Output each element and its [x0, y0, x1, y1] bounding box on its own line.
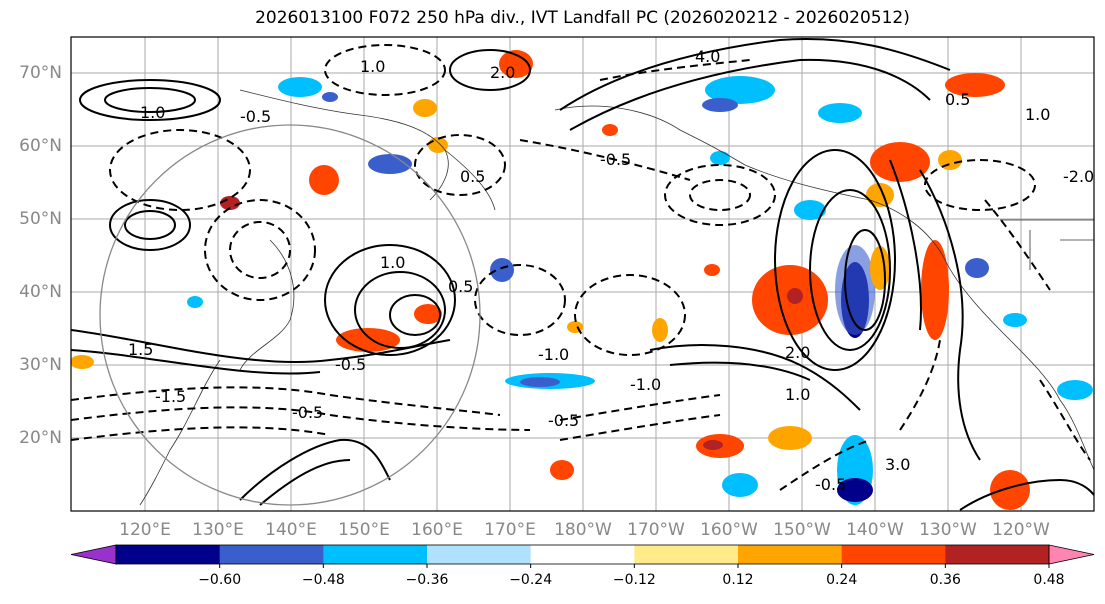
colorbar-tick-label: −0.24 — [509, 572, 552, 588]
lat-label: 50°N — [19, 209, 62, 229]
region-circle — [99, 124, 481, 506]
contour-label: 2.0 — [490, 63, 515, 82]
divergence-shading — [71, 50, 1093, 510]
lon-label: 130°W — [919, 520, 977, 540]
contour-label: 1.5 — [128, 340, 153, 359]
contour-label: 3.0 — [885, 455, 910, 474]
lat-label: 70°N — [19, 63, 62, 83]
contour-label: -1.5 — [155, 387, 186, 406]
contour-label: 1.0 — [140, 103, 165, 122]
colorbar-segment — [530, 545, 635, 564]
map-frame — [70, 36, 1095, 512]
colorbar-segment — [634, 545, 739, 564]
lon-label: 150°W — [773, 520, 831, 540]
positive-contours — [71, 38, 1094, 511]
lon-label: 150°E — [338, 520, 390, 540]
colorbar-tick-label: −0.36 — [406, 572, 449, 588]
contour-label: 0.5 — [460, 167, 485, 186]
contour-label: -0.5 — [292, 403, 323, 422]
lon-label: 130°E — [192, 520, 244, 540]
colorbar-segment — [738, 545, 843, 564]
colorbar-tick-label: 0.48 — [1033, 572, 1064, 588]
lon-label: 120°E — [119, 520, 171, 540]
contour-label: -0.5 — [815, 475, 846, 494]
contour-label: -1.0 — [538, 345, 569, 364]
colorbar-segment — [427, 545, 532, 564]
colorbar-segment — [219, 545, 324, 564]
contour-label: 1.0 — [380, 253, 405, 272]
colorbar-tick-label: 0.24 — [826, 572, 857, 588]
colorbar-segment — [323, 545, 428, 564]
colorbar-segment — [841, 545, 946, 564]
contour-label: 0.5 — [945, 90, 970, 109]
lat-label: 40°N — [19, 282, 62, 302]
contour-label: -1.0 — [630, 375, 661, 394]
contour-label: -0.5 — [240, 107, 271, 126]
colorbar-tick-label: 0.12 — [722, 572, 753, 588]
colorbar-tick-label: −0.48 — [302, 572, 345, 588]
lon-label: 120°W — [992, 520, 1050, 540]
map-title: 2026013100 F072 250 hPa div., IVT Landfa… — [255, 8, 910, 28]
lon-label: 160°E — [411, 520, 463, 540]
contour-label: -0.5 — [548, 411, 579, 430]
colorbar-tick-label: −0.12 — [613, 572, 656, 588]
lat-label: 60°N — [19, 136, 62, 156]
contour-label: 0.5 — [448, 277, 473, 296]
contour-label: -0.5 — [335, 355, 366, 374]
latitude-labels: 70°N 60°N 50°N 40°N 30°N 20°N — [19, 63, 62, 448]
contour-label: 2.0 — [785, 343, 810, 362]
lat-label: 30°N — [19, 355, 62, 375]
longitude-labels: 120°E 130°E 140°E 150°E 160°E 170°E 180°… — [119, 520, 1050, 540]
colorbar-tick-label: 0.36 — [930, 572, 961, 588]
colorbar-tick-label: −0.60 — [198, 572, 241, 588]
lon-label: 140°E — [265, 520, 317, 540]
colorbar: −0.60 −0.48 −0.36 −0.24 −0.12 0.12 0.24 0.36 0.4… — [70, 544, 1095, 588]
contour-labels: 1.0 0.5 -0.5 2.0 -0.5 1.0 -0.5 0.5 -1.5 … — [128, 47, 1094, 494]
contour-label: -2.0 — [1063, 167, 1094, 186]
lon-label: 170°E — [484, 520, 536, 540]
colorbar-arrow-left — [70, 544, 117, 565]
colorbar-segment — [945, 545, 1050, 564]
contour-label: 4.0 — [695, 47, 720, 66]
lon-label: 170°W — [627, 520, 685, 540]
colorbar-segment — [116, 545, 221, 564]
lat-label: 20°N — [19, 428, 62, 448]
graticule — [71, 37, 1094, 511]
negative-contours — [71, 44, 1091, 491]
colorbar-frame — [115, 544, 1050, 565]
lon-label: 140°W — [846, 520, 904, 540]
lon-label: 160°W — [700, 520, 758, 540]
contour-label: 1.0 — [1025, 105, 1050, 124]
contour-label: -0.5 — [600, 150, 631, 169]
contour-label: 1.0 — [360, 57, 385, 76]
colorbar-arrow-right — [1048, 544, 1095, 565]
lon-label: 180°W — [554, 520, 612, 540]
contour-label: 1.0 — [785, 385, 810, 404]
